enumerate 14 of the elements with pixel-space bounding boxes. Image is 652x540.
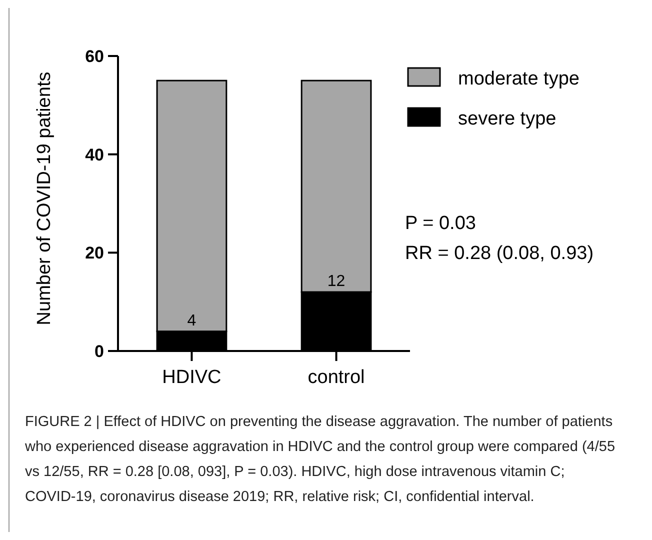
- data-label: 4: [187, 312, 196, 330]
- data-label: 12: [327, 273, 346, 290]
- y-tick-label: 20: [85, 244, 104, 263]
- y-tick-label: 60: [85, 46, 104, 66]
- legend-label: severe type: [458, 108, 556, 130]
- caption: FIGURE 2 | Effect of HDIVC on preventing the disease aggravation. The number of patients who experienced disease aggravation in HDIVC and the control group were compared (4/55 vs 12/55, RR = 0.28 [0.08, 093], P = 0.03). HDIVC, high dose intravenous vitamin C; COVID-19, coronavirus disease 2019; RR, relative risk; CI, confidential interval.: [24, 414, 616, 505]
- annotation: RR = 0.28 (0.08, 0.93): [405, 243, 594, 264]
- y-tick-label: 0: [94, 342, 104, 361]
- legend-label: moderate type: [458, 68, 580, 90]
- annotation: P = 0.03: [405, 213, 476, 234]
- x-tick-label: HDIVC: [162, 367, 222, 388]
- y-tick-label: 40: [85, 145, 104, 164]
- y-axis-title: Number of COVID-19 patients: [34, 72, 55, 326]
- x-tick-label: control: [308, 367, 365, 388]
